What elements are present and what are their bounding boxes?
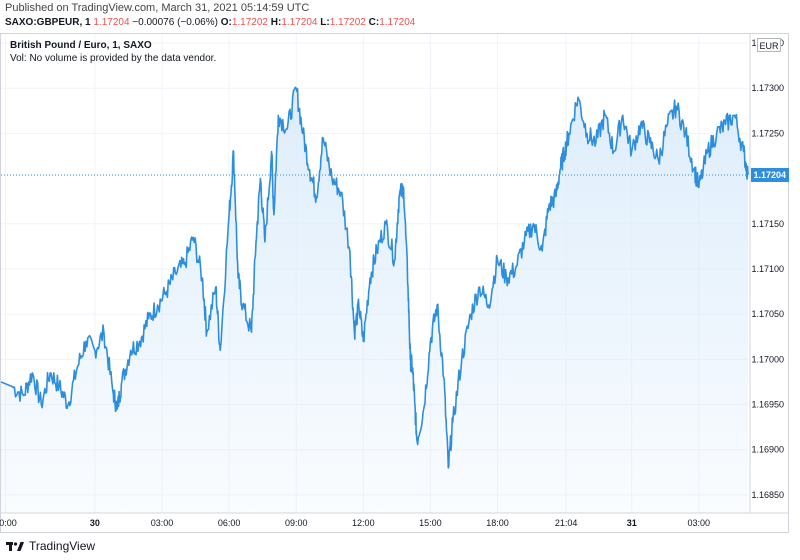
y-tick-label-2: 1.17250 (751, 128, 784, 138)
x-tick-label-2: 03:00 (151, 518, 174, 528)
open-value: 1.17202 (231, 17, 268, 28)
symbol-interval: SAXO:GBPEUR, 1 (5, 17, 91, 28)
x-tick-label-7: 18:00 (486, 518, 509, 528)
last-price-badge-text: 1.17204 (753, 170, 786, 180)
x-tick-label-0: 20:00 (0, 518, 17, 528)
price-line (0, 86, 749, 469)
high-value: 1.17204 (281, 17, 318, 28)
y-tick-label-8: 1.16900 (751, 445, 784, 455)
ohlc-legend: SAXO:GBPEUR, 1 1.17204 −0.00076 (−0.06%)… (5, 17, 415, 28)
last-price-value: 1.17204 (93, 17, 130, 28)
footer-brand[interactable]: TradingView (6, 539, 95, 553)
close-value: 1.17204 (379, 17, 416, 28)
close-label: C: (368, 17, 380, 28)
y-tick-label-7: 1.16950 (751, 400, 784, 410)
currency-button[interactable]: EUR (757, 38, 781, 52)
chart-frame (0, 33, 789, 533)
y-tick-label-1: 1.17300 (751, 83, 784, 93)
x-tick-label-1: 30 (90, 518, 100, 528)
x-tick-label-4: 09:00 (285, 518, 308, 528)
price-axis: 1.173501.173001.172501.171501.171001.170… (749, 34, 784, 513)
time-axis: 20:00 30 03:00 06:00 09:00 12:00 15:00 18:00 21:… (0, 512, 789, 528)
x-tick-label-9: 31 (627, 518, 637, 528)
x-tick-label-3: 06:00 (218, 518, 241, 528)
low-label: L: (320, 17, 330, 28)
y-tick-label-6: 1.17000 (751, 354, 784, 364)
published-note: Published on TradingView.com, March 31, … (5, 2, 310, 14)
price-area-fill (1, 87, 748, 514)
last-price-badge (751, 167, 789, 182)
x-tick-label-10: 03:00 (688, 518, 711, 528)
chart-legend-title: British Pound / Euro, 1, SAXO (10, 40, 152, 51)
open-label: O: (220, 17, 232, 28)
volume-note: Vol: No volume is provided by the data v… (10, 53, 217, 64)
y-tick-label-4: 1.17100 (751, 264, 784, 274)
y-tick-label-3: 1.17150 (751, 219, 784, 229)
change-value: −0.00076 (−0.06%) (132, 17, 218, 28)
footer-brand-text: TradingView (29, 539, 96, 553)
last-price-marker: 1.17204 (751, 167, 789, 182)
x-tick-label-6: 15:00 (419, 518, 442, 528)
y-tick-label-5: 1.17050 (751, 309, 784, 319)
high-label: H: (270, 17, 282, 28)
x-tick-label-5: 12:00 (352, 518, 375, 528)
tradingview-logo-icon (6, 541, 24, 551)
x-tick-label-8: 21:04 (555, 518, 578, 528)
y-tick-label-9: 1.16850 (751, 490, 784, 500)
low-value: 1.17202 (329, 17, 366, 28)
